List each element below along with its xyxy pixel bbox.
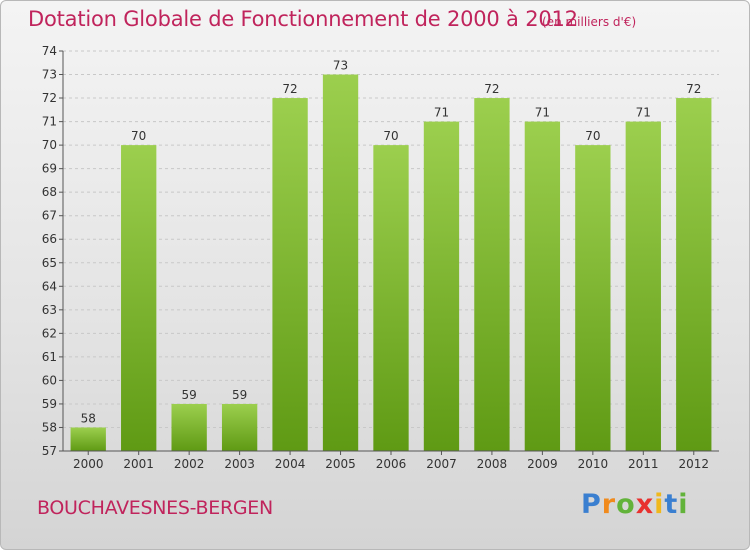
bar bbox=[322, 74, 359, 451]
y-axis: 57 58 59 60 61 62 63 64 65 66 67 68 69 70 71 72 73 74 bbox=[42, 44, 64, 458]
x-tick-label: 2012 bbox=[678, 457, 709, 471]
y-tick-label: 70 bbox=[42, 138, 57, 152]
x-tick-label: 2005 bbox=[325, 457, 356, 471]
chart-subtitle: (en milliers d'€) bbox=[542, 15, 637, 29]
y-tick-label: 69 bbox=[42, 162, 57, 176]
bar bbox=[575, 145, 611, 451]
y-tick-label: 72 bbox=[42, 91, 57, 105]
y-tick-label: 73 bbox=[42, 68, 57, 82]
x-tick-label: 2001 bbox=[123, 457, 154, 471]
y-tick-label: 67 bbox=[42, 209, 57, 223]
bar-value-label: 72 bbox=[686, 82, 701, 96]
bar bbox=[524, 121, 561, 452]
bar bbox=[272, 98, 308, 451]
y-tick-label: 57 bbox=[42, 444, 57, 458]
x-tick-label: 2006 bbox=[376, 457, 407, 471]
bar-value-label: 71 bbox=[434, 106, 449, 120]
bar bbox=[171, 403, 207, 451]
bar-value-label: 70 bbox=[585, 129, 600, 143]
bar-value-label: 71 bbox=[636, 106, 651, 120]
bar bbox=[676, 98, 712, 451]
bar bbox=[121, 145, 157, 451]
x-axis: 2000 2001 2002 2003 2004 2005 2006 2007 2008 2009… bbox=[63, 450, 719, 471]
bar-value-label: 72 bbox=[484, 82, 499, 96]
x-tick-label: 2010 bbox=[578, 457, 609, 471]
bar bbox=[423, 121, 460, 452]
y-tick-label: 66 bbox=[42, 232, 57, 246]
x-tick-label: 2007 bbox=[426, 457, 457, 471]
bar-value-label: 59 bbox=[182, 388, 197, 402]
y-tick-label: 65 bbox=[42, 256, 57, 270]
x-tick-label: 2003 bbox=[224, 457, 255, 471]
y-tick-label: 61 bbox=[42, 350, 57, 364]
y-tick-label: 62 bbox=[42, 326, 57, 340]
bar-value-label: 71 bbox=[535, 106, 550, 120]
bar-value-label: 72 bbox=[282, 82, 297, 96]
bar-value-label: 58 bbox=[81, 411, 96, 425]
bar bbox=[70, 427, 106, 451]
town-name: BOUCHAVESNES-BERGEN bbox=[37, 497, 273, 519]
x-tick-label: 2002 bbox=[174, 457, 205, 471]
bar bbox=[221, 403, 258, 451]
x-tick-label: 2004 bbox=[275, 457, 306, 471]
bar bbox=[625, 121, 661, 452]
bar-value-label: 73 bbox=[333, 59, 348, 73]
value-labels: 58 70 59 59 72 73 70 71 72 71 70 71 72 bbox=[81, 59, 702, 426]
x-tick-label: 2000 bbox=[73, 457, 104, 471]
y-tick-label: 58 bbox=[42, 420, 57, 434]
bar-value-label: 70 bbox=[383, 129, 398, 143]
y-tick-label: 59 bbox=[42, 397, 57, 411]
bar bbox=[373, 145, 409, 451]
proxiti-logo: Proxiti bbox=[581, 489, 689, 520]
y-tick-label: 64 bbox=[42, 279, 57, 293]
y-tick-label: 71 bbox=[42, 115, 57, 129]
y-tick-label: 60 bbox=[42, 373, 57, 387]
y-tick-label: 63 bbox=[42, 303, 57, 317]
x-tick-label: 2009 bbox=[527, 457, 558, 471]
bars bbox=[70, 74, 712, 452]
x-tick-label: 2011 bbox=[628, 457, 659, 471]
chart-title: Dotation Globale de Fonctionnement de 20… bbox=[28, 7, 578, 31]
bar-value-label: 70 bbox=[131, 129, 146, 143]
y-tick-label: 74 bbox=[42, 44, 57, 58]
bar bbox=[474, 98, 510, 451]
y-tick-label: 68 bbox=[42, 185, 57, 199]
x-tick-label: 2008 bbox=[477, 457, 508, 471]
bar-value-label: 59 bbox=[232, 388, 247, 402]
